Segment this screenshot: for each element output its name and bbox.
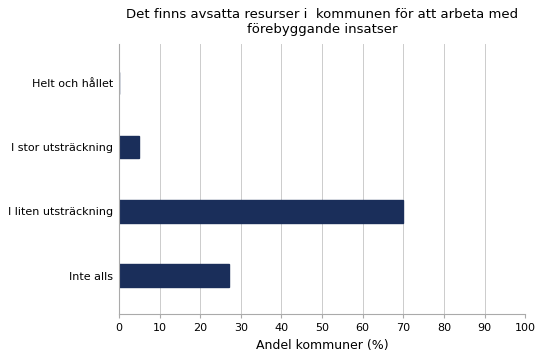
- Bar: [119, 200, 403, 222]
- Bar: [119, 136, 139, 158]
- Bar: [119, 264, 228, 287]
- X-axis label: Andel kommuner (%): Andel kommuner (%): [256, 339, 388, 352]
- Title: Det finns avsatta resurser i  kommunen för att arbeta med
förebyggande insatser: Det finns avsatta resurser i kommunen fö…: [126, 8, 518, 36]
